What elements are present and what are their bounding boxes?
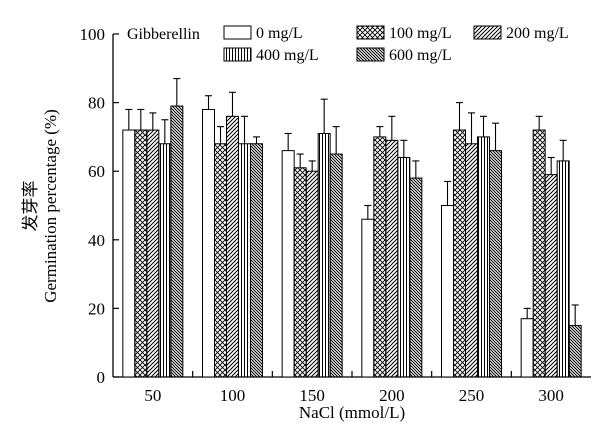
bar <box>397 156 411 378</box>
y-tick-label: 100 <box>80 25 106 44</box>
legend-swatch <box>356 47 385 62</box>
bar <box>122 129 136 378</box>
legend: Gibberellin 0 mg/L 100 mg/L 200 mg/L 400 mg/… <box>127 25 569 64</box>
bar <box>158 143 172 378</box>
bar <box>489 150 502 378</box>
bar <box>317 132 331 378</box>
bar <box>146 129 160 378</box>
legend-swatch <box>356 25 385 40</box>
legend-swatch <box>223 47 252 62</box>
bar <box>441 205 454 378</box>
y-tick-label: 0 <box>97 368 106 387</box>
bar <box>250 143 263 378</box>
legend-swatch <box>473 25 502 40</box>
x-tick-label: 50 <box>144 386 161 405</box>
y-tick-label: 20 <box>88 299 105 318</box>
bar <box>385 139 399 378</box>
bar <box>373 136 387 378</box>
x-tick-label: 250 <box>459 386 485 405</box>
bar <box>134 129 148 378</box>
y-tick-label: 80 <box>88 94 105 113</box>
bar <box>170 105 184 378</box>
legend-label: 0 mg/L <box>256 25 303 42</box>
bar <box>544 174 558 378</box>
bar <box>214 143 227 378</box>
bar <box>281 150 295 378</box>
bar <box>568 325 582 378</box>
legend-title: Gibberellin <box>127 26 200 43</box>
x-tick-label: 100 <box>220 386 246 405</box>
y-axis-title: Germination percentage (%) <box>41 109 60 303</box>
legend-swatch <box>223 25 252 40</box>
bar <box>305 170 319 378</box>
y-axis-title-cn-group: 发芽率 <box>21 181 41 232</box>
x-tick-label: 300 <box>538 386 564 405</box>
bar <box>465 143 478 378</box>
x-axis-title: NaCl (mmol/L) <box>299 403 405 422</box>
bar <box>361 218 375 378</box>
bar <box>202 108 215 378</box>
bar <box>453 129 466 378</box>
bar <box>556 160 570 378</box>
y-tick-label: 60 <box>88 162 105 181</box>
x-tick-label: 150 <box>299 386 325 405</box>
y-axis-title-group: Germination percentage (%) <box>41 109 60 303</box>
y-tick-label: 40 <box>88 231 105 250</box>
y-axis-ticks: 0 20 40 60 80 100 <box>80 25 119 387</box>
x-tick-label: 200 <box>379 386 405 405</box>
y-axis-title-cn: 发芽率 <box>21 181 41 232</box>
bar <box>238 143 251 378</box>
bar <box>329 153 343 378</box>
bar <box>532 129 546 378</box>
legend-label: 100 mg/L <box>389 25 452 42</box>
bar <box>409 177 423 378</box>
x-axis-ticks: 50 100 150 200 250 300 <box>144 371 564 405</box>
bar <box>477 136 490 378</box>
bar-series-group <box>122 78 582 378</box>
legend-label: 200 mg/L <box>506 25 569 42</box>
bar <box>293 167 307 378</box>
legend-label: 600 mg/L <box>389 47 452 64</box>
axes <box>112 34 591 378</box>
bar <box>226 115 239 378</box>
bar <box>520 318 534 378</box>
legend-label: 400 mg/L <box>256 47 319 64</box>
